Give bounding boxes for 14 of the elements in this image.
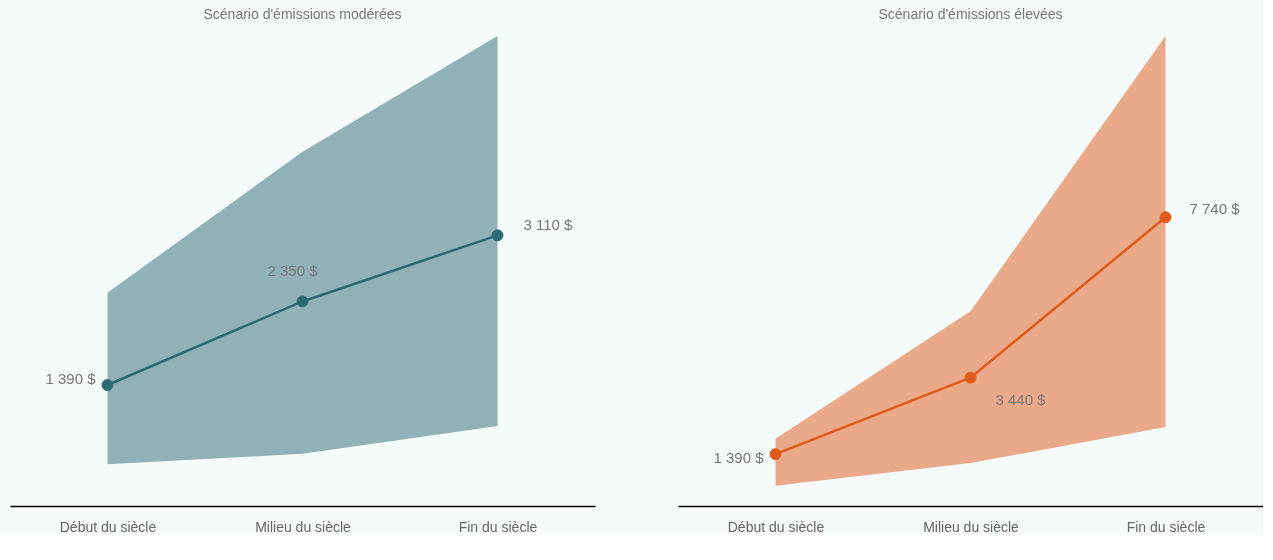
data-label: 3 110 $ [523,216,574,234]
data-label: 2 350 $ [267,262,319,280]
data-label: 1 390 $ [713,449,765,467]
x-tick-label: Fin du siècle [458,518,538,535]
x-tick-label: Début du siècle [59,518,157,535]
chart-title: Scénario d'émissions modérées [203,6,402,22]
x-tick-label: Début du siècle [727,518,825,535]
x-tick-label: Milieu du siècle [255,518,352,535]
x-tick-label: Fin du siècle [1126,518,1206,535]
chart-title: Scénario d'émissions élevées [878,6,1063,22]
data-label: 7 740 $ [1189,200,1241,218]
x-tick-label: Milieu du siècle [923,518,1020,535]
data-label: 1 390 $ [45,370,97,388]
data-label: 3 440 $ [995,390,1047,408]
